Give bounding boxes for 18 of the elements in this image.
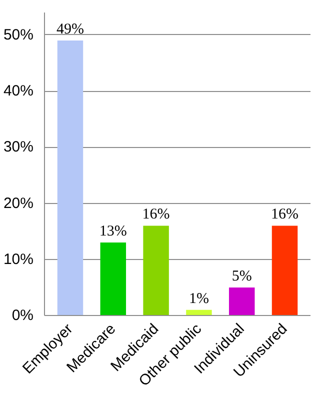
y-tick-label: 10% bbox=[3, 250, 34, 268]
data-label: 1% bbox=[188, 290, 209, 307]
y-tick-label: 30% bbox=[3, 138, 34, 156]
bar bbox=[100, 242, 126, 316]
y-tick-label: 40% bbox=[3, 82, 34, 100]
bar bbox=[186, 310, 212, 316]
bar bbox=[272, 226, 298, 316]
data-label: 49% bbox=[56, 22, 84, 38]
y-tick-label: 20% bbox=[3, 194, 34, 212]
data-label: 13% bbox=[99, 224, 127, 240]
data-label: 16% bbox=[142, 206, 170, 223]
bar bbox=[57, 40, 84, 316]
bar bbox=[143, 226, 169, 316]
data-label: 5% bbox=[232, 268, 252, 284]
y-tick-label: 50% bbox=[3, 26, 34, 44]
data-label: 16% bbox=[271, 206, 299, 223]
bar bbox=[228, 287, 255, 316]
y-tick-label: 0% bbox=[12, 307, 34, 324]
